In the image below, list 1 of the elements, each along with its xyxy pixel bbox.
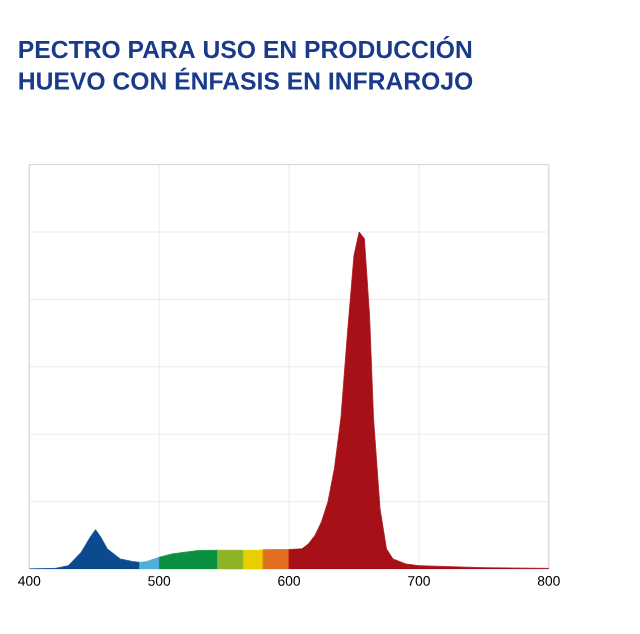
chart-title: PECTRO PARA USO EN PRODUCCIÓN HUEVO CON ÉNFASIS EN INFRAROJO <box>19 35 473 90</box>
